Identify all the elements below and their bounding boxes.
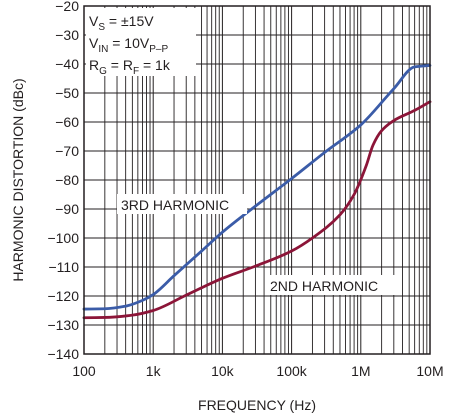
y-tick-label: −60 bbox=[55, 114, 79, 130]
y-tick-labels: −20 −30 −40 −50 −60 −70 −80 −90 −100 −110 −120 −130… bbox=[47, 0, 79, 362]
y-tick-label: −20 bbox=[55, 0, 79, 14]
y-tick-label: −40 bbox=[55, 56, 79, 72]
series-line-3rd-harmonic bbox=[82, 64, 432, 311]
condition-vin: VIN = 10VP–P bbox=[89, 35, 168, 55]
x-axis-label: FREQUENCY (Hz) bbox=[198, 397, 316, 413]
annotation-2nd-harmonic: 2ND HARMONIC bbox=[266, 275, 402, 295]
y-tick-label: −80 bbox=[55, 172, 79, 188]
label-2nd-harmonic: 2ND HARMONIC bbox=[270, 278, 378, 294]
y-tick-label: −30 bbox=[55, 27, 79, 43]
y-tick-label: −140 bbox=[47, 346, 79, 362]
x-tick-label: 100k bbox=[276, 363, 307, 379]
label-3rd-harmonic: 3RD HARMONIC bbox=[121, 197, 229, 213]
x-tick-label: 1k bbox=[146, 363, 162, 379]
x-tick-labels: 100 1k 10k 100k 1M 10M bbox=[72, 363, 443, 379]
conditions-legend: VS = ±15V VIN = 10VP–P RG = RF = 1k bbox=[86, 8, 196, 77]
y-tick-label: −70 bbox=[55, 143, 79, 159]
x-tick-label: 10M bbox=[416, 363, 443, 379]
y-tick-label: −90 bbox=[55, 201, 79, 217]
condition-vs: VS = ±15V bbox=[89, 13, 154, 33]
x-tick-label: 10k bbox=[211, 363, 235, 379]
y-axis-label: HARMONIC DISTORTION (dBc) bbox=[10, 78, 26, 281]
y-tick-label: −50 bbox=[55, 85, 79, 101]
x-tick-label: 1M bbox=[351, 363, 370, 379]
y-tick-label: −130 bbox=[47, 317, 79, 333]
y-tick-label: −100 bbox=[47, 230, 79, 246]
series-lines bbox=[82, 64, 432, 320]
series-line-2nd-harmonic bbox=[82, 100, 432, 320]
y-tick-label: −120 bbox=[47, 288, 79, 304]
y-tick-label: −110 bbox=[49, 259, 80, 275]
plot-frame bbox=[83, 5, 431, 355]
condition-rg-rf: RG = RF = 1k bbox=[89, 57, 171, 77]
x-tick-label: 100 bbox=[72, 363, 96, 379]
annotation-3rd-harmonic: 3RD HARMONIC bbox=[117, 194, 247, 214]
